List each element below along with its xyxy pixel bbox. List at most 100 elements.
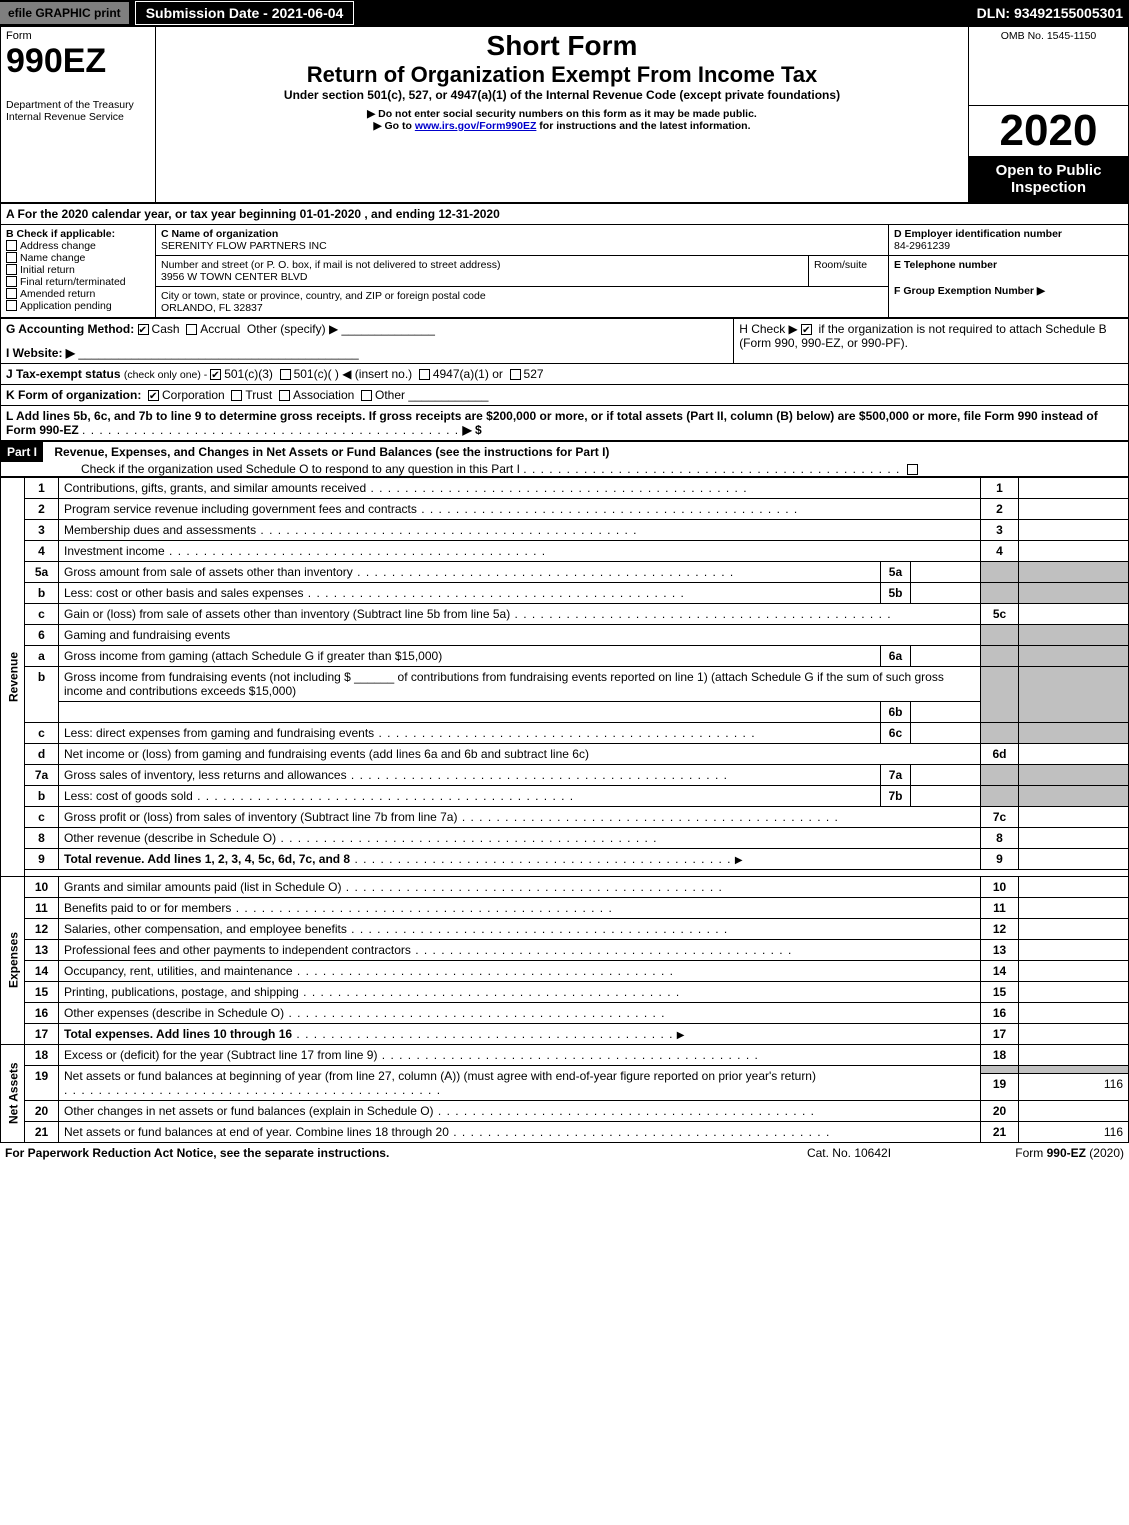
ln7a-shade2 bbox=[1019, 764, 1129, 785]
opt-other-org: Other bbox=[375, 388, 405, 402]
check-4947[interactable] bbox=[419, 369, 430, 380]
ln7b-shade2 bbox=[1019, 785, 1129, 806]
ln7b-subnum: 7b bbox=[880, 785, 910, 806]
ln20-desc: Other changes in net assets or fund bala… bbox=[64, 1104, 434, 1118]
line-k-pre: K Form of organization: bbox=[6, 388, 141, 402]
ln6c-desc: Less: direct expenses from gaming and fu… bbox=[64, 726, 374, 740]
ln13-rnum: 13 bbox=[981, 939, 1019, 960]
check-part1-schedo[interactable] bbox=[907, 464, 918, 475]
line-j-small: (check only one) - bbox=[124, 369, 210, 381]
footer-cat-no: Cat. No. 10642I bbox=[749, 1143, 949, 1163]
ln10-amt bbox=[1019, 876, 1129, 897]
ln12-desc: Salaries, other compensation, and employ… bbox=[64, 922, 347, 936]
check-amended[interactable] bbox=[6, 288, 17, 299]
check-app-pending[interactable] bbox=[6, 300, 17, 311]
ln12-num: 12 bbox=[25, 918, 59, 939]
ln6a-subnum: 6a bbox=[880, 645, 910, 666]
box-e-label: E Telephone number bbox=[894, 259, 1123, 271]
city-label: City or town, state or province, country… bbox=[161, 290, 883, 302]
ln7b-desc: Less: cost of goods sold bbox=[64, 789, 193, 803]
dept-treasury: Department of the Treasury bbox=[6, 99, 150, 111]
part1-check-text: Check if the organization used Schedule … bbox=[81, 462, 520, 476]
check-cash[interactable] bbox=[138, 324, 149, 335]
opt-accrual: Accrual bbox=[200, 322, 240, 336]
ln5c-amt bbox=[1019, 603, 1129, 624]
check-527[interactable] bbox=[510, 369, 521, 380]
opt-corp: Corporation bbox=[162, 388, 225, 402]
ln5b-num: b bbox=[25, 582, 59, 603]
opt-assoc: Association bbox=[293, 388, 354, 402]
ssn-warning: ▶ Do not enter social security numbers o… bbox=[161, 108, 963, 120]
ln6b-desc-pre: Gross income from fundraising events (no… bbox=[64, 670, 351, 684]
submission-date: Submission Date - 2021-06-04 bbox=[135, 1, 355, 25]
opt-501c: 501(c)( ) ◀ (insert no.) bbox=[294, 367, 413, 381]
ln8-num: 8 bbox=[25, 827, 59, 848]
check-accrual[interactable] bbox=[186, 324, 197, 335]
ln16-rnum: 16 bbox=[981, 1002, 1019, 1023]
line-l-arrow: ▶ $ bbox=[462, 423, 481, 437]
ln5a-shade bbox=[981, 561, 1019, 582]
check-other-org[interactable] bbox=[361, 390, 372, 401]
ln21-rnum: 21 bbox=[981, 1121, 1019, 1142]
side-expenses: Expenses bbox=[1, 876, 25, 1044]
opt-cash: Cash bbox=[152, 322, 180, 336]
ln9-desc: Total revenue. Add lines 1, 2, 3, 4, 5c,… bbox=[64, 852, 350, 866]
irs-label: Internal Revenue Service bbox=[6, 111, 150, 123]
ln21-amt: 116 bbox=[1019, 1121, 1129, 1142]
ln17-amt bbox=[1019, 1023, 1129, 1044]
check-501c3[interactable] bbox=[210, 369, 221, 380]
ln5c-desc: Gain or (loss) from sale of assets other… bbox=[64, 607, 510, 621]
box-f-label: F Group Exemption Number ▶ bbox=[894, 285, 1123, 297]
ln13-num: 13 bbox=[25, 939, 59, 960]
ln2-num: 2 bbox=[25, 498, 59, 519]
check-line-h[interactable] bbox=[801, 324, 812, 335]
ln16-num: 16 bbox=[25, 1002, 59, 1023]
ln17-rnum: 17 bbox=[981, 1023, 1019, 1044]
footer-right-post: (2020) bbox=[1086, 1146, 1124, 1160]
check-corp[interactable] bbox=[148, 390, 159, 401]
ln6b-shade bbox=[981, 666, 1019, 722]
ln19-num: 19 bbox=[25, 1065, 59, 1100]
ln9-amt bbox=[1019, 848, 1129, 869]
ln1-rnum: 1 bbox=[981, 477, 1019, 498]
omb-number: OMB No. 1545-1150 bbox=[974, 30, 1123, 42]
ln6d-desc: Net income or (loss) from gaming and fun… bbox=[64, 747, 589, 761]
ln8-amt bbox=[1019, 827, 1129, 848]
ln3-num: 3 bbox=[25, 519, 59, 540]
check-initial-return[interactable] bbox=[6, 264, 17, 275]
ln11-desc: Benefits paid to or for members bbox=[64, 901, 231, 915]
ln6-shade2 bbox=[1019, 624, 1129, 645]
ln7c-desc: Gross profit or (loss) from sales of inv… bbox=[64, 810, 457, 824]
ln6c-subnum: 6c bbox=[880, 722, 910, 743]
ln6a-shade2 bbox=[1019, 645, 1129, 666]
ln1-num: 1 bbox=[25, 477, 59, 498]
check-501c[interactable] bbox=[280, 369, 291, 380]
opt-527: 527 bbox=[524, 367, 544, 381]
check-address-change[interactable] bbox=[6, 240, 17, 251]
ln16-desc: Other expenses (describe in Schedule O) bbox=[64, 1006, 284, 1020]
ln6d-rnum: 6d bbox=[981, 743, 1019, 764]
ln2-desc: Program service revenue including govern… bbox=[64, 502, 417, 516]
opt-address-change: Address change bbox=[20, 240, 96, 252]
check-assoc[interactable] bbox=[279, 390, 290, 401]
lines-ghijkl: G Accounting Method: Cash Accrual Other … bbox=[0, 318, 1129, 441]
part1-title: Revenue, Expenses, and Changes in Net As… bbox=[46, 445, 609, 459]
ln6d-num: d bbox=[25, 743, 59, 764]
ln4-amt bbox=[1019, 540, 1129, 561]
irs-link[interactable]: www.irs.gov/Form990EZ bbox=[415, 120, 537, 132]
ln5c-rnum: 5c bbox=[981, 603, 1019, 624]
footer-table: For Paperwork Reduction Act Notice, see … bbox=[0, 1143, 1129, 1163]
ln8-desc: Other revenue (describe in Schedule O) bbox=[64, 831, 276, 845]
tax-year: 2020 bbox=[969, 106, 1128, 156]
line-h-pre: H Check ▶ bbox=[739, 322, 801, 336]
line-g-label: G Accounting Method: bbox=[6, 322, 134, 336]
efile-print-label[interactable]: efile GRAPHIC print bbox=[0, 2, 129, 24]
check-trust[interactable] bbox=[231, 390, 242, 401]
check-final-return[interactable] bbox=[6, 276, 17, 287]
check-name-change[interactable] bbox=[6, 252, 17, 263]
opt-initial-return: Initial return bbox=[20, 264, 75, 276]
opt-final-return: Final return/terminated bbox=[20, 276, 126, 288]
ln17-arrow bbox=[677, 1027, 685, 1041]
ln6c-shade bbox=[981, 722, 1019, 743]
footer-right: Form 990-EZ (2020) bbox=[949, 1143, 1129, 1163]
